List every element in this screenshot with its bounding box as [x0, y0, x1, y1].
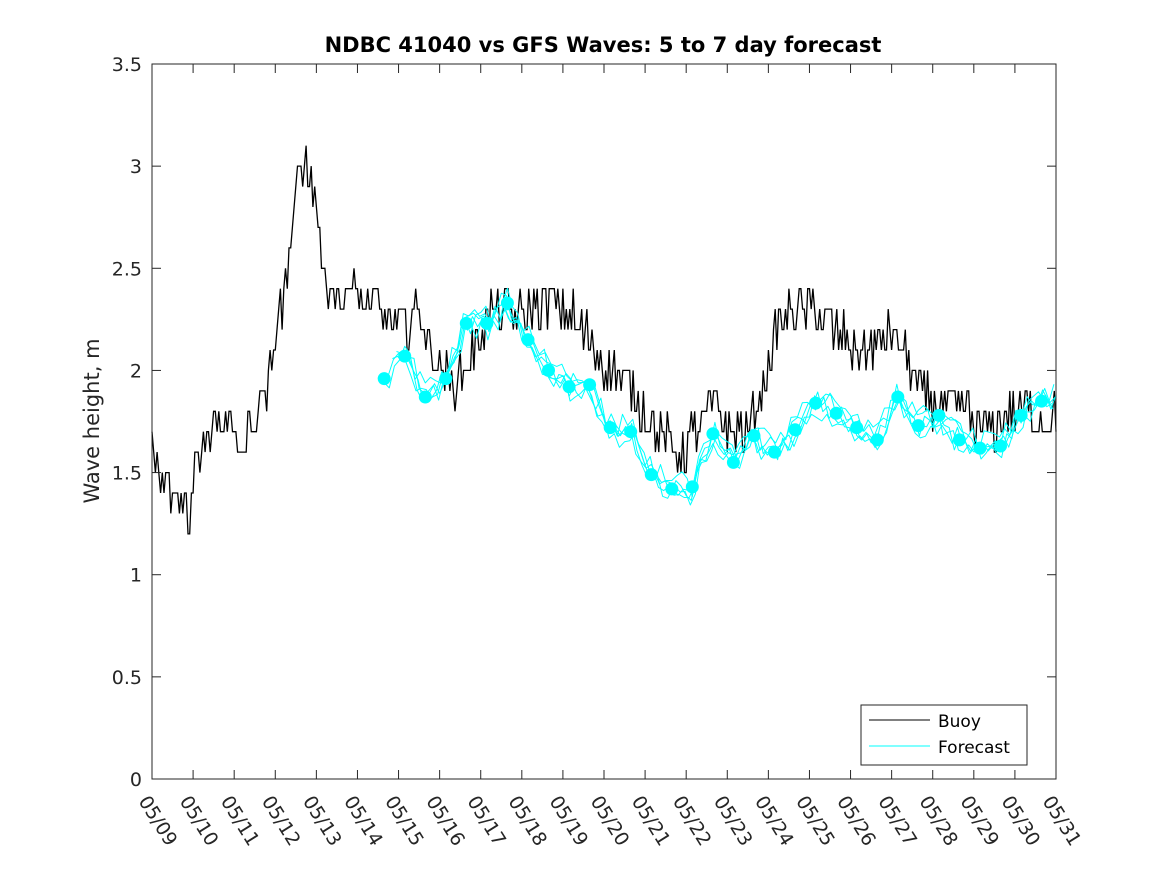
y-axis-label: Wave height, m	[80, 338, 104, 503]
forecast-point	[891, 390, 905, 404]
forecast-series	[377, 287, 1057, 506]
forecast-point	[480, 316, 494, 330]
y-tick-label: 0	[130, 769, 142, 791]
forecast-point	[747, 429, 761, 443]
legend-buoy-label: Buoy	[938, 712, 981, 732]
forecast-point	[932, 408, 946, 422]
forecast-point	[500, 296, 514, 310]
forecast-point	[809, 396, 823, 410]
forecast-point	[870, 433, 884, 447]
y-tick-label: 1	[130, 565, 142, 587]
forecast-point	[788, 423, 802, 437]
forecast-point	[850, 421, 864, 435]
legend-forecast-label: Forecast	[938, 738, 1010, 758]
y-tick-label: 0.5	[112, 667, 142, 689]
forecast-point	[706, 427, 720, 441]
forecast-point	[973, 441, 987, 455]
forecast-point	[418, 390, 432, 404]
forecast-point	[726, 455, 740, 469]
forecast-point	[685, 480, 699, 494]
buoy-line	[151, 145, 1057, 535]
legend-box	[860, 704, 1028, 766]
forecast-point	[1014, 408, 1028, 422]
forecast-point	[377, 372, 391, 386]
forecast-point	[603, 421, 617, 435]
y-tick-label: 3.5	[112, 54, 142, 76]
y-tick-label: 2.5	[112, 258, 142, 280]
forecast-point	[624, 425, 638, 439]
forecast-point	[1035, 394, 1049, 408]
forecast-point	[952, 433, 966, 447]
forecast-point	[459, 316, 473, 330]
y-tick-label: 1.5	[112, 463, 142, 485]
forecast-point	[521, 333, 535, 347]
forecast-point	[665, 482, 679, 496]
chart-title: NDBC 41040 vs GFS Waves: 5 to 7 day fore…	[325, 33, 882, 57]
forecast-point	[562, 380, 576, 394]
forecast-point	[911, 419, 925, 433]
forecast-line-2	[387, 292, 1057, 501]
forecast-line-4	[396, 309, 1055, 498]
forecast-point	[994, 439, 1007, 453]
y-tick-label: 2	[130, 360, 142, 382]
forecast-point	[768, 445, 781, 459]
legend: Buoy Forecast	[860, 704, 1028, 766]
forecast-point	[583, 378, 597, 392]
y-tick-label: 3	[130, 156, 142, 178]
forecast-point	[644, 468, 658, 482]
forecast-point	[542, 363, 555, 377]
buoy-series	[151, 145, 1057, 535]
forecast-point	[829, 406, 843, 420]
forecast-point	[398, 349, 412, 363]
forecast-point	[439, 372, 453, 386]
